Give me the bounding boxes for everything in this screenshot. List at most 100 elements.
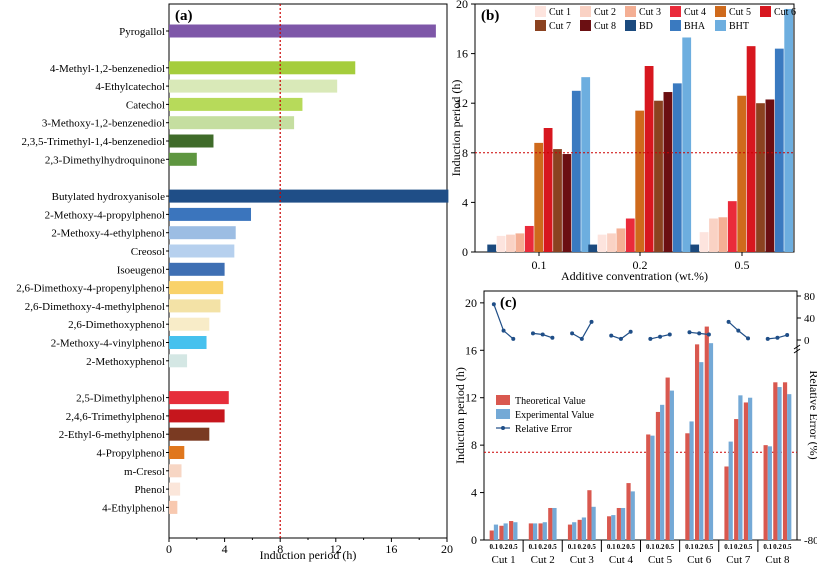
legend-swatch — [625, 6, 636, 17]
x-tick-label: 0.5 — [735, 258, 750, 272]
bar-label: Isoeugenol — [117, 264, 165, 276]
bar-label: 2,6-Dimethoxy-4-methylphenol — [25, 301, 165, 313]
error-point — [530, 331, 535, 336]
x-tick-label: 16 — [385, 542, 397, 556]
panel-b: (b) 0 4 8 12 16 20 Induction period (h) 0.1 0.2 0.… — [449, 0, 796, 283]
sub-category-label: 0.5 — [744, 543, 753, 551]
panel-c: (c) 0 4 8 12 16 20 Induction period (h) -80 0 40 80… — [453, 290, 817, 566]
error-line — [571, 321, 593, 340]
y-tick-label: 12 — [465, 391, 477, 405]
error-point — [746, 336, 751, 341]
y-tick-label: 20 — [465, 296, 477, 310]
bar-theoretical — [655, 411, 661, 540]
bar-theoretical — [704, 326, 709, 540]
y-right-axis-title: Relative Error (%) — [807, 370, 817, 459]
group-label: Cut 4 — [609, 554, 634, 566]
bar-label: 2,6-Dimethoxyphenol — [68, 319, 165, 331]
bar — [607, 233, 616, 252]
bar — [635, 110, 645, 252]
bar — [553, 149, 562, 252]
bar — [169, 299, 221, 313]
plot-frame — [474, 3, 795, 253]
bar-label: 3-Methoxy-1,2-benzenediol — [42, 118, 165, 130]
sub-category-label: 0.1 — [646, 543, 655, 551]
legend-swatch — [670, 20, 681, 31]
bar — [169, 409, 225, 423]
bar-theoretical — [509, 521, 514, 540]
bar-experimental — [738, 395, 743, 540]
bar-theoretical — [538, 523, 543, 540]
sub-category-label: 0.2 — [656, 543, 665, 551]
error-point — [501, 328, 506, 333]
bar — [571, 90, 581, 252]
y-axis-title: Induction period (h) — [449, 80, 463, 177]
legend-label: Theoretical Value — [515, 396, 586, 407]
bar — [169, 464, 182, 478]
sub-category-label: 0.1 — [529, 543, 538, 551]
x-tick-label: 0.1 — [532, 258, 547, 272]
legend-label: Cut 5 — [729, 7, 751, 18]
bar-label: 4-Propylphenol — [97, 448, 165, 460]
sub-category-label: 0.1 — [607, 543, 616, 551]
bar-experimental — [542, 522, 547, 540]
bar — [524, 225, 534, 252]
bar-experimental — [767, 446, 772, 540]
y-tick-label: 8 — [471, 438, 477, 452]
sub-category-label: 0.5 — [665, 543, 674, 551]
error-point — [628, 329, 633, 334]
bar-experimental — [650, 435, 655, 540]
error-point — [658, 334, 663, 339]
sub-category-label: 0.5 — [548, 543, 557, 551]
bar-label: 2-Methoxyphenol — [86, 356, 165, 368]
bar-label: Pyrogallol — [119, 26, 165, 38]
error-point — [618, 336, 623, 341]
bar-experimental — [591, 506, 596, 540]
sub-category-label: 0.2 — [577, 543, 586, 551]
bar-theoretical — [734, 419, 739, 540]
bar — [169, 391, 229, 405]
sub-category-label: 0.1 — [685, 543, 694, 551]
bar — [654, 100, 663, 252]
legend-swatch — [715, 20, 726, 31]
x-tick-label: 4 — [222, 542, 228, 556]
bar-theoretical — [694, 344, 700, 540]
bar — [597, 234, 607, 252]
bar-experimental — [708, 343, 714, 540]
bar-theoretical — [616, 507, 621, 540]
bar — [746, 46, 756, 252]
y-tick-label: 4 — [471, 486, 477, 500]
bar — [756, 103, 765, 252]
y-axis-title: Induction period (h) — [453, 367, 467, 464]
bar — [169, 446, 185, 459]
bar-experimental — [777, 387, 782, 540]
sub-category-label: 0.2 — [617, 543, 626, 551]
x-axis-title: Additive conventration (wt.%) — [561, 269, 708, 283]
panel-label: (b) — [481, 8, 499, 24]
bar — [690, 244, 700, 252]
legend-label: Relative Error — [515, 424, 573, 435]
sub-category-label: 0.2 — [734, 543, 743, 551]
x-tick-label: 20 — [441, 542, 453, 556]
error-point — [736, 328, 741, 333]
axis-break — [793, 344, 801, 354]
bar-experimental — [611, 515, 616, 540]
bar — [169, 116, 295, 130]
bar — [727, 201, 737, 252]
error-point — [491, 302, 496, 307]
bar-label: m-Cresol — [124, 466, 165, 478]
bar — [774, 48, 784, 252]
bar — [625, 218, 635, 252]
error-point — [775, 335, 780, 340]
bar — [737, 95, 747, 252]
bar — [663, 92, 673, 252]
legend-swatch — [760, 6, 771, 17]
sub-category-label: 0.1 — [763, 543, 772, 551]
sub-category-label: 0.1 — [568, 543, 577, 551]
legend-label: BD — [639, 21, 653, 32]
bar — [169, 226, 236, 240]
sub-category-label: 0.2 — [538, 543, 547, 551]
bar-theoretical — [724, 466, 729, 540]
sub-category-label: 0.1 — [724, 543, 733, 551]
bar — [169, 152, 197, 166]
